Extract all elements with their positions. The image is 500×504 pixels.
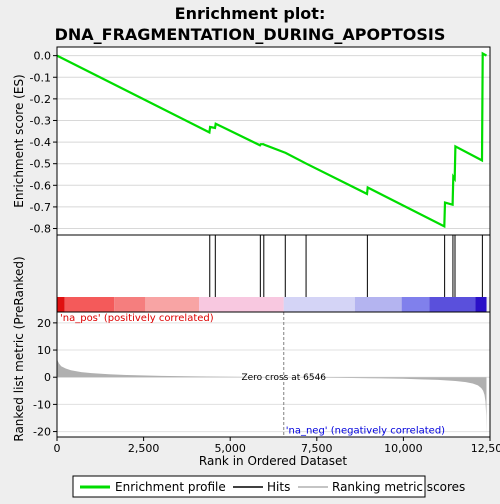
enrichment-panel: 0.0 -0.1 -0.2 -0.3 -0.4 -0.5 -0.6 -0.7 -0.8 Enri…: [12, 47, 490, 236]
metric-y-tick-label: 10: [37, 344, 51, 357]
plot-title-line1: Enrichment plot:: [175, 4, 326, 23]
metric-y-tick-label: -10: [33, 398, 51, 411]
ranking-colorbar: [57, 297, 487, 312]
enrichment-y-tick-label: -0.6: [30, 179, 51, 192]
hits-panel-background: [57, 235, 490, 297]
colorbar-segment: [57, 297, 65, 312]
x-axis-label: Rank in Ordered Dataset: [199, 454, 347, 468]
colorbar-segment: [199, 297, 284, 312]
legend: Enrichment profile Hits Ranking metric s…: [73, 476, 465, 497]
enrichment-y-tick-label: -0.4: [30, 136, 51, 149]
metric-y-tick-label: 0: [44, 371, 51, 384]
enrichment-y-tick-label: -0.8: [30, 223, 51, 236]
x-tick-label: 12,500: [471, 442, 500, 455]
enrichment-y-tick-label: -0.7: [30, 201, 51, 214]
colorbar-segment: [284, 297, 355, 312]
enrichment-y-tick-label: -0.1: [30, 71, 51, 84]
positive-correlation-label: 'na_pos' (positively correlated): [60, 313, 214, 324]
zero-cross-label: Zero cross at 6546: [241, 373, 326, 383]
colorbar-segment: [475, 297, 486, 312]
legend-enrichment-label: Enrichment profile: [115, 480, 226, 494]
colorbar-segment: [429, 297, 475, 312]
colorbar-segment: [114, 297, 145, 312]
enrichment-y-tick-label: -0.3: [30, 114, 51, 127]
hits-panel: [57, 235, 490, 312]
metric-y-tick-label: -20: [33, 426, 51, 439]
plot-title-line2: DNA_FRAGMENTATION_DURING_APOPTOSIS: [55, 25, 446, 44]
x-tick-label: 2,500: [128, 442, 160, 455]
colorbar-segment: [402, 297, 430, 312]
colorbar-segment: [145, 297, 199, 312]
legend-hits-label: Hits: [267, 480, 290, 494]
metric-y-tick-label: 20: [37, 317, 51, 330]
negative-correlation-label: 'na_neg' (negatively correlated): [286, 426, 445, 437]
enrichment-y-axis-label: Enrichment score (ES): [12, 74, 26, 207]
x-tick-label: 10,000: [384, 442, 423, 455]
x-tick-label: 0: [54, 442, 61, 455]
metric-y-axis-label: Ranked list metric (PreRanked): [12, 256, 26, 441]
colorbar-segment: [65, 297, 115, 312]
enrichment-y-tick-label: -0.2: [30, 93, 51, 106]
enrichment-y-tick-label: 0.0: [34, 50, 52, 63]
colorbar-segment: [355, 297, 402, 312]
enrichment-y-tick-label: -0.5: [30, 158, 51, 171]
legend-ranking-label: Ranking metric scores: [332, 480, 465, 494]
